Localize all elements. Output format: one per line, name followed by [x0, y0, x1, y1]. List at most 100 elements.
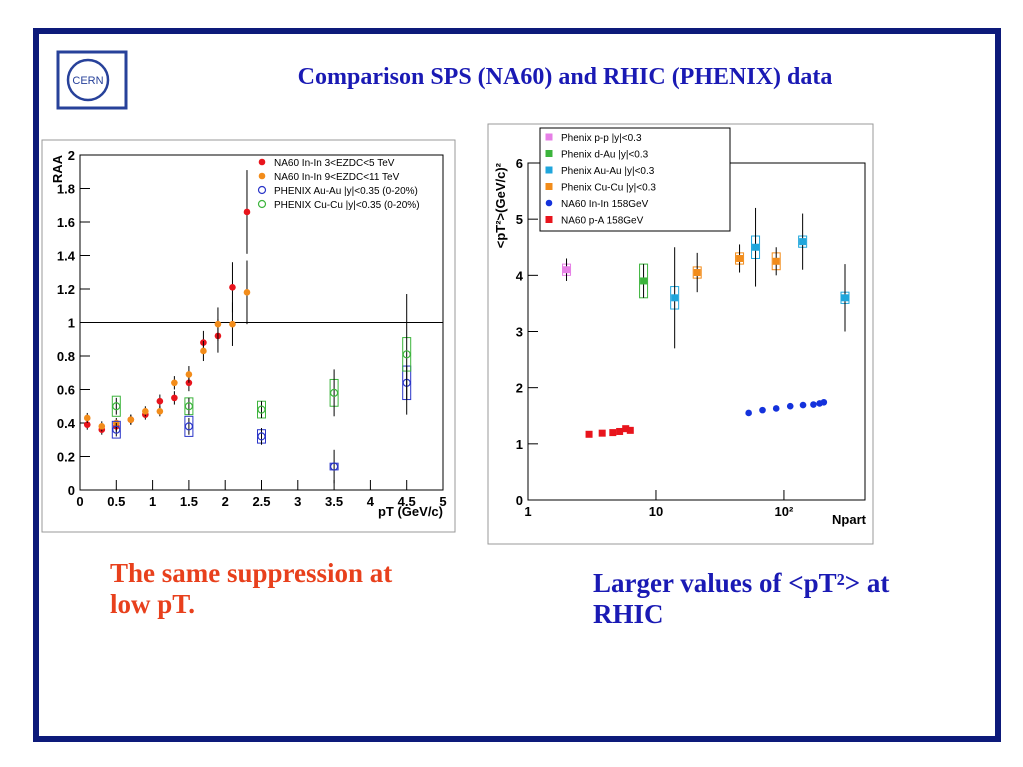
caption-line: RHIC	[593, 599, 664, 629]
legend-marker	[545, 183, 553, 190]
marker	[156, 397, 164, 405]
x-tick-label: 3	[294, 494, 301, 509]
marker	[585, 430, 593, 438]
marker	[772, 257, 780, 265]
slide-title: Comparison SPS (NA60) and RHIC (PHENIX) …	[298, 64, 833, 90]
marker	[820, 398, 828, 406]
legend-label: Phenix Au-Au |y|<0.3	[561, 166, 655, 177]
chart-frame	[41, 139, 456, 533]
marker	[759, 406, 766, 414]
marker	[799, 401, 807, 409]
legend-marker	[545, 150, 553, 157]
x-tick-label: 10²	[775, 504, 794, 519]
x-tick-label: 1	[149, 494, 156, 509]
y-axis-label: <pT²>(GeV/c)²	[493, 162, 508, 248]
caption-line: low pT.	[110, 589, 196, 619]
y-tick-label: 4	[516, 268, 524, 283]
y-tick-label: 6	[516, 156, 523, 171]
x-tick-label: 3.5	[325, 494, 343, 509]
y-tick-label: 1.4	[57, 249, 76, 264]
legend-label: Phenix d-Au |y|<0.3	[561, 150, 649, 161]
marker	[402, 350, 411, 359]
y-tick-label: 0.4	[57, 416, 76, 431]
marker	[622, 425, 630, 433]
marker	[671, 294, 679, 302]
y-tick-label: 1.2	[57, 282, 75, 297]
x-tick-label: 1.5	[180, 494, 198, 509]
caption-left: The same suppression at low pT.	[110, 558, 392, 620]
y-tick-label: 0.6	[57, 383, 75, 398]
legend-marker	[257, 185, 267, 195]
x-tick-label: 0	[76, 494, 83, 509]
marker	[745, 409, 752, 417]
legend-marker	[545, 216, 553, 223]
marker	[257, 405, 266, 414]
y-tick-label: 2	[516, 381, 523, 396]
legend-marker	[258, 172, 266, 180]
marker	[171, 394, 178, 402]
marker	[171, 379, 178, 387]
chart: 0 0.5 1 1.5 2 2.5 3 3.5 4 4.5 5 0 0.2 0.4 0.6 0.8 1 1.2 1.…	[41, 139, 456, 533]
marker	[786, 402, 794, 410]
x-tick-label: 2	[222, 494, 229, 509]
x-tick-label: 1	[524, 504, 531, 519]
x-tick-label: 2.5	[252, 494, 270, 509]
legend-label: PHENIX Cu-Cu |y|<0.35 (0-20%)	[274, 200, 420, 211]
marker	[841, 294, 849, 302]
legend-marker	[545, 133, 553, 141]
marker	[112, 402, 121, 411]
x-axis-label: Npart	[832, 512, 867, 527]
caption-right: Larger values of <pT²> at RHIC	[593, 568, 889, 630]
y-tick-label: 1	[516, 437, 523, 452]
marker	[184, 422, 193, 431]
marker	[609, 429, 617, 437]
marker	[330, 462, 339, 471]
marker	[142, 407, 149, 415]
marker	[640, 277, 648, 285]
logo-text: CERN	[72, 75, 103, 87]
y-tick-label: 0.2	[57, 450, 75, 465]
legend-label: NA60 In-In 158GeV	[561, 199, 649, 210]
y-tick-label: 5	[516, 212, 523, 227]
legend-label: PHENIX Au-Au |y|<0.35 (0-20%)	[274, 186, 418, 197]
y-tick-label: 1	[68, 316, 75, 331]
legend-label: Phenix Cu-Cu |y|<0.3	[561, 183, 656, 194]
legend-box	[539, 127, 731, 232]
marker	[243, 208, 251, 216]
marker	[112, 425, 121, 434]
legend-label: NA60 In-In 9<EZDC<11 TeV	[274, 172, 400, 183]
marker	[127, 416, 135, 423]
marker	[772, 405, 780, 412]
slide-border	[33, 28, 1001, 742]
marker	[616, 427, 624, 435]
marker	[799, 238, 807, 246]
marker	[83, 414, 91, 422]
marker	[200, 347, 207, 355]
y-tick-label: 1.6	[57, 215, 75, 230]
y-tick-label: 2	[68, 148, 75, 163]
marker	[229, 284, 236, 291]
y-axis-label: RAA	[50, 154, 65, 183]
y-tick-label: 0	[516, 493, 523, 508]
marker	[83, 421, 91, 428]
caption-line: Larger values of <pT²> at	[593, 568, 890, 598]
legend-label: NA60 In-In 3<EZDC<5 TeV	[274, 158, 395, 169]
x-tick-label: 0.5	[107, 494, 125, 509]
x-tick-label: 10	[649, 504, 663, 519]
marker	[330, 388, 339, 397]
x-axis-label: pT (GeV/c)	[378, 504, 443, 519]
legend-marker	[258, 158, 266, 166]
marker	[736, 254, 744, 262]
marker	[214, 320, 222, 328]
x-tick-label: 4.5	[398, 494, 416, 509]
marker	[598, 429, 606, 437]
caption-line: The same suppression at	[110, 558, 393, 588]
y-tick-label: 0.8	[57, 349, 75, 364]
legend-label: NA60 p-A 158GeV	[561, 216, 644, 227]
marker	[257, 432, 266, 441]
marker	[98, 423, 106, 430]
marker	[156, 407, 164, 415]
